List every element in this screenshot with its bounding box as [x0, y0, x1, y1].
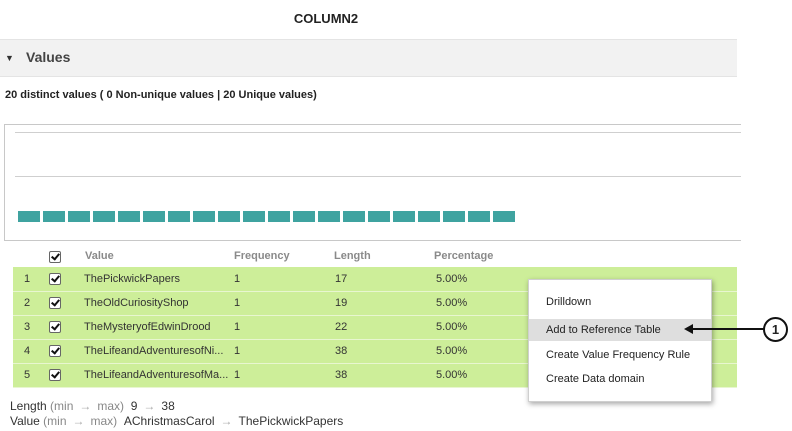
table-row[interactable]: 5 TheLifeandAdventuresofMa... 1 38 5.00% — [13, 363, 737, 388]
max-label: max) — [90, 414, 118, 428]
chart-bar — [343, 211, 365, 222]
chart-bar — [368, 211, 390, 222]
row-checkbox[interactable] — [49, 297, 61, 309]
row-frequency: 1 — [234, 345, 241, 357]
menu-item-create-value-frequency-rule[interactable]: Create Value Frequency Rule — [529, 344, 711, 366]
value-stats: Value (min → max) AChristmasCarol → ThePickw… — [10, 414, 343, 428]
distinct-values-summary: 20 distinct values ( 0 Non-unique values… — [5, 89, 317, 101]
length-label: Length — [10, 399, 47, 413]
row-length: 38 — [335, 369, 348, 381]
callout-arrow-line — [690, 328, 764, 330]
table-row[interactable]: 1 ThePickwickPapers 1 17 5.00% — [13, 267, 737, 292]
value-label: Value — [10, 414, 40, 428]
row-checkbox[interactable] — [49, 273, 61, 285]
header-length[interactable]: Length — [334, 250, 371, 262]
row-frequency: 1 — [234, 321, 241, 333]
row-percentage: 5.00% — [436, 321, 468, 333]
chart-bar — [243, 211, 265, 222]
chart-bar — [293, 211, 315, 222]
row-frequency: 1 — [234, 273, 241, 285]
table-row[interactable]: 2 TheOldCuriosityShop 1 19 5.00% — [13, 291, 737, 316]
min-label: (min — [43, 414, 67, 428]
chart-bar — [268, 211, 290, 222]
row-length: 38 — [335, 345, 348, 357]
select-all-checkbox[interactable] — [49, 251, 61, 263]
min-label: (min — [50, 399, 74, 413]
row-number: 1 — [24, 273, 31, 285]
values-section-label: Values — [26, 49, 71, 65]
length-min: 9 — [130, 399, 138, 413]
row-number: 3 — [24, 321, 31, 333]
row-checkbox[interactable] — [49, 369, 61, 381]
row-frequency: 1 — [234, 369, 241, 381]
row-number: 2 — [24, 297, 31, 309]
chart-gridline — [15, 132, 741, 133]
menu-item-add-to-reference-table[interactable]: Add to Reference Table — [529, 319, 711, 341]
chart-bar — [393, 211, 415, 222]
triangle-down-icon[interactable]: ▼ — [5, 53, 14, 63]
chart-bar — [493, 211, 515, 222]
value-max: ThePickwickPapers — [238, 414, 344, 428]
column-title: COLUMN2 — [293, 11, 359, 26]
menu-item-label: Create Value Frequency Rule — [546, 349, 691, 361]
chart-bar — [318, 211, 340, 222]
row-value: TheLifeandAdventuresofMa... — [84, 369, 229, 381]
arrow-right-icon: → — [72, 414, 85, 428]
row-length: 22 — [335, 321, 348, 333]
row-checkbox[interactable] — [49, 321, 61, 333]
chart-bar — [93, 211, 115, 222]
row-number: 4 — [24, 345, 31, 357]
chart-bar — [143, 211, 165, 222]
chart-bar — [18, 211, 40, 222]
length-max: 38 — [161, 399, 175, 413]
table-row[interactable]: 4 TheLifeandAdventuresofNi... 1 38 5.00% — [13, 339, 737, 364]
value-frequency-chart — [4, 124, 741, 241]
chart-bar — [68, 211, 90, 222]
menu-item-label: Create Data domain — [546, 373, 645, 385]
row-percentage: 5.00% — [436, 273, 468, 285]
chart-bar — [193, 211, 215, 222]
chart-bar — [468, 211, 490, 222]
context-menu: Drilldown Add to Reference Table Create … — [528, 279, 712, 402]
arrow-right-icon: → — [220, 414, 233, 428]
chart-bar — [218, 211, 240, 222]
row-value: TheMysteryofEdwinDrood — [84, 321, 211, 333]
arrow-right-icon: → — [79, 399, 92, 413]
row-percentage: 5.00% — [436, 297, 468, 309]
table-row[interactable]: 3 TheMysteryofEdwinDrood 1 22 5.00% — [13, 315, 737, 340]
row-length: 17 — [335, 273, 348, 285]
menu-item-drilldown[interactable]: Drilldown — [529, 291, 711, 313]
row-checkbox[interactable] — [49, 345, 61, 357]
row-number: 5 — [24, 369, 31, 381]
row-frequency: 1 — [234, 297, 241, 309]
chart-bar — [418, 211, 440, 222]
chart-gridline — [15, 176, 741, 177]
chart-bar — [168, 211, 190, 222]
menu-item-label: Drilldown — [546, 296, 592, 308]
chart-bar — [443, 211, 465, 222]
callout-arrow-icon — [684, 324, 693, 334]
row-length: 19 — [335, 297, 348, 309]
chart-bar — [43, 211, 65, 222]
row-percentage: 5.00% — [436, 369, 468, 381]
row-value: TheLifeandAdventuresofNi... — [84, 345, 224, 357]
header-value[interactable]: Value — [85, 250, 114, 262]
callout-marker: 1 — [763, 317, 788, 342]
row-value: ThePickwickPapers — [84, 273, 180, 285]
arrow-right-icon: → — [143, 399, 156, 413]
row-percentage: 5.00% — [436, 345, 468, 357]
menu-item-label: Add to Reference Table — [546, 324, 661, 336]
menu-item-create-data-domain[interactable]: Create Data domain — [529, 368, 711, 390]
values-section-header[interactable]: ▼ Values — [0, 39, 737, 77]
value-min: AChristmasCarol — [123, 414, 215, 428]
row-value: TheOldCuriosityShop — [84, 297, 189, 309]
header-percentage[interactable]: Percentage — [434, 250, 494, 262]
header-frequency[interactable]: Frequency — [234, 250, 290, 262]
chart-bar — [118, 211, 140, 222]
max-label: max) — [97, 399, 125, 413]
length-stats: Length (min → max) 9 → 38 — [10, 399, 175, 413]
